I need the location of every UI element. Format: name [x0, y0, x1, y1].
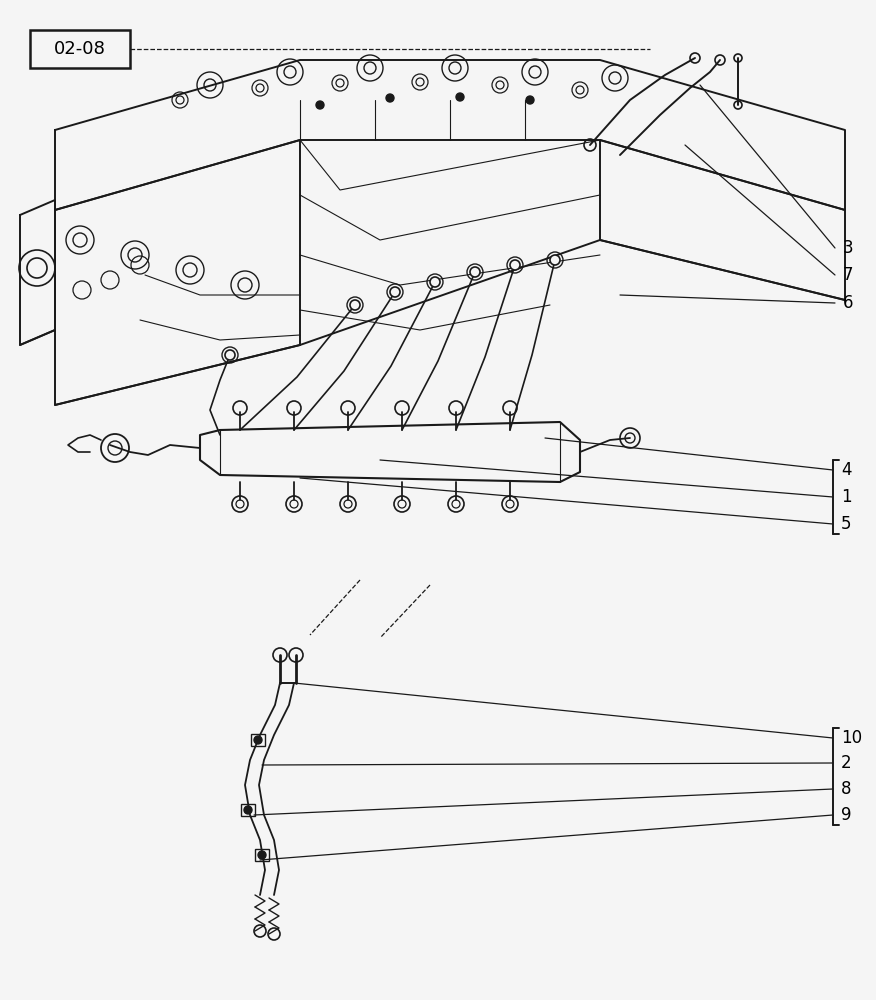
Bar — [30, 30, 130, 68]
Circle shape — [430, 277, 440, 287]
Bar — [255, 849, 269, 861]
Text: 02-08: 02-08 — [54, 40, 106, 58]
Circle shape — [316, 101, 324, 109]
Text: 10: 10 — [841, 729, 862, 747]
Text: 4: 4 — [841, 461, 851, 479]
Circle shape — [390, 287, 400, 297]
Circle shape — [470, 267, 480, 277]
Circle shape — [510, 260, 520, 270]
Circle shape — [254, 736, 262, 744]
Text: 1: 1 — [841, 488, 851, 506]
Text: 7: 7 — [843, 266, 853, 284]
Circle shape — [386, 94, 394, 102]
Circle shape — [350, 300, 360, 310]
Bar — [251, 734, 265, 746]
Circle shape — [225, 350, 235, 360]
Text: 2: 2 — [841, 754, 851, 772]
Circle shape — [456, 93, 464, 101]
Text: 3: 3 — [843, 239, 853, 257]
Circle shape — [526, 96, 534, 104]
Text: 8: 8 — [841, 780, 851, 798]
Text: 9: 9 — [841, 806, 851, 824]
Bar — [241, 804, 255, 816]
Circle shape — [550, 255, 560, 265]
Circle shape — [258, 851, 266, 859]
Text: 5: 5 — [841, 515, 851, 533]
Circle shape — [244, 806, 252, 814]
Text: 6: 6 — [843, 294, 853, 312]
